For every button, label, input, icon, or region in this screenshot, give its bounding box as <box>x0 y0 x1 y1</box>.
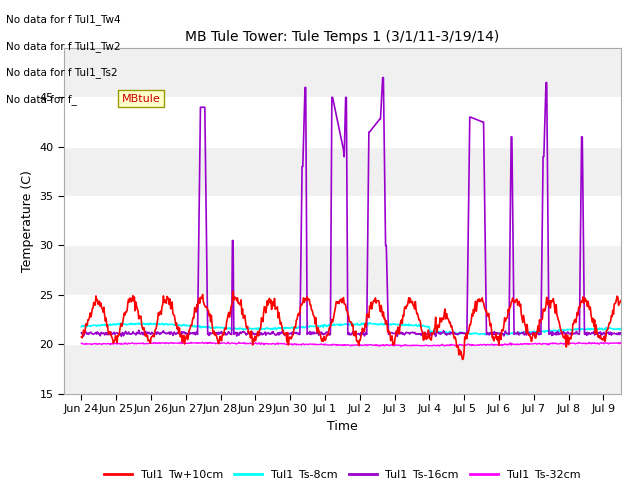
Bar <box>64 196 621 245</box>
Title: MB Tule Tower: Tule Temps 1 (3/1/11-3/19/14): MB Tule Tower: Tule Temps 1 (3/1/11-3/19… <box>185 30 500 44</box>
Text: No data for f Tul1_Tw4: No data for f Tul1_Tw4 <box>6 14 121 25</box>
X-axis label: Time: Time <box>327 420 358 432</box>
Legend: Tul1_Tw+10cm, Tul1_Ts-8cm, Tul1_Ts-16cm, Tul1_Ts-32cm: Tul1_Tw+10cm, Tul1_Ts-8cm, Tul1_Ts-16cm,… <box>100 465 585 480</box>
Bar <box>64 147 621 196</box>
Bar <box>64 245 621 295</box>
Text: No data for f Tul1_Ts2: No data for f Tul1_Ts2 <box>6 67 118 78</box>
Bar <box>64 295 621 344</box>
Bar <box>64 344 621 394</box>
Bar <box>64 48 621 97</box>
Text: No data for f_: No data for f_ <box>6 94 77 105</box>
Bar <box>64 97 621 147</box>
Y-axis label: Temperature (C): Temperature (C) <box>21 170 34 272</box>
Text: No data for f Tul1_Tw2: No data for f Tul1_Tw2 <box>6 41 121 52</box>
Text: MBtule: MBtule <box>122 94 161 104</box>
